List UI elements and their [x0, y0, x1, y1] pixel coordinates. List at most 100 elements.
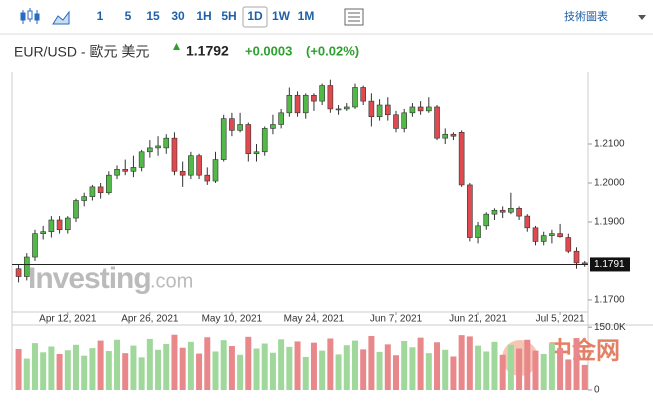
volume-bar: [376, 351, 383, 390]
candle-body: [327, 85, 334, 110]
volume-bar: [163, 343, 170, 390]
candle-body: [467, 184, 473, 238]
dropdown-arrow[interactable]: [638, 15, 646, 20]
candle-body: [188, 155, 194, 176]
volume-bar: [335, 354, 342, 390]
candle-body: [516, 208, 522, 217]
volume-bar: [516, 348, 523, 390]
volume-bar: [196, 353, 203, 390]
candle-body: [532, 227, 539, 242]
candle-icon[interactable]: [20, 8, 40, 24]
volume-bar: [23, 358, 30, 390]
volume-bar: [499, 354, 506, 390]
volume-bar: [310, 342, 317, 390]
volume-bar: [130, 345, 137, 390]
candle-body: [450, 133, 457, 137]
interval-button[interactable]: 1W: [272, 9, 291, 23]
up-arrow: [173, 43, 180, 50]
volume-bar: [31, 343, 38, 390]
volume-bar: [138, 357, 145, 390]
x-tick-label: May 10, 2021: [202, 314, 263, 325]
candle-body: [56, 219, 63, 231]
y-tick-label: 1.1700: [594, 295, 625, 306]
candle-body: [401, 112, 408, 129]
x-tick-label: Jul 5, 2021: [536, 314, 585, 325]
candle-body: [491, 209, 498, 215]
volume-bar: [368, 335, 375, 390]
volume-bar: [212, 351, 219, 390]
candle-body: [97, 186, 104, 194]
volume-bar: [105, 351, 112, 390]
interval-button[interactable]: 15: [146, 9, 160, 23]
candle-body: [573, 250, 580, 264]
candle-body: [130, 167, 137, 172]
candle-body: [253, 151, 260, 155]
interval-button[interactable]: 30: [171, 9, 185, 23]
interval-button[interactable]: 1D: [247, 9, 263, 23]
candle-body: [376, 104, 383, 118]
volume-bar: [475, 345, 482, 390]
candle-body: [81, 196, 88, 201]
y-tick-label: 1.1900: [594, 217, 625, 228]
volume-bar: [245, 336, 252, 390]
interval-button[interactable]: 5H: [221, 9, 236, 23]
chart-tools-icon[interactable]: [344, 8, 364, 26]
candle-body: [155, 145, 161, 149]
volume-bar: [384, 344, 391, 390]
tools-link[interactable]: 技術圖表: [564, 9, 608, 23]
interval-button[interactable]: 5: [125, 9, 132, 23]
area-icon[interactable]: [52, 10, 70, 25]
candle-body: [245, 124, 252, 155]
volume-bar: [171, 334, 178, 390]
volume-bar: [507, 344, 514, 390]
candle-body: [163, 137, 170, 149]
candle-body: [384, 104, 391, 116]
volume-bar: [573, 338, 580, 390]
volume-bar: [56, 353, 63, 390]
volume-bar: [425, 353, 432, 390]
candle-body: [15, 268, 22, 277]
volume-bar: [434, 342, 441, 390]
candle-body: [138, 151, 145, 168]
volume-bar: [319, 350, 326, 390]
interval-button[interactable]: 1: [97, 9, 104, 23]
interval-button[interactable]: 1H: [196, 9, 211, 23]
candle-body: [335, 108, 342, 111]
candle-body: [499, 209, 506, 213]
volume-bar: [253, 348, 260, 390]
interval-button[interactable]: 1M: [298, 9, 315, 23]
candle-body: [442, 133, 449, 139]
volume-bar: [261, 343, 268, 390]
candle-body: [508, 208, 514, 213]
volume-bar: [548, 343, 555, 390]
last-price: 1.1792: [186, 43, 229, 59]
candle-body: [557, 233, 563, 238]
candle-body: [311, 94, 317, 102]
volume-bar: [204, 337, 211, 390]
volume-bar: [237, 354, 244, 390]
candle-body: [32, 233, 38, 258]
candle-body: [114, 169, 120, 176]
candle-body: [278, 112, 284, 125]
volume-bar: [64, 350, 71, 390]
candle-body: [64, 217, 71, 231]
candle-body: [48, 219, 55, 233]
candle-body: [409, 106, 416, 114]
candle-body: [302, 94, 309, 114]
volume-tick-label: 150.0K: [594, 322, 626, 333]
volume-bar: [458, 335, 465, 390]
volume-bar: [466, 336, 473, 390]
candle-body: [540, 235, 547, 242]
volume-bar: [532, 350, 539, 390]
candle-body: [352, 87, 358, 108]
volume-bar: [565, 359, 572, 390]
volume-bar: [228, 346, 235, 390]
volume-bar: [343, 345, 350, 390]
volume-bar: [581, 364, 588, 390]
candle-body: [212, 159, 219, 182]
plot-frame: [11, 72, 653, 390]
x-tick-label: May 24, 2021: [284, 314, 345, 325]
candle-body: [270, 124, 276, 129]
candle-body: [319, 85, 325, 102]
candle-body: [73, 200, 79, 219]
